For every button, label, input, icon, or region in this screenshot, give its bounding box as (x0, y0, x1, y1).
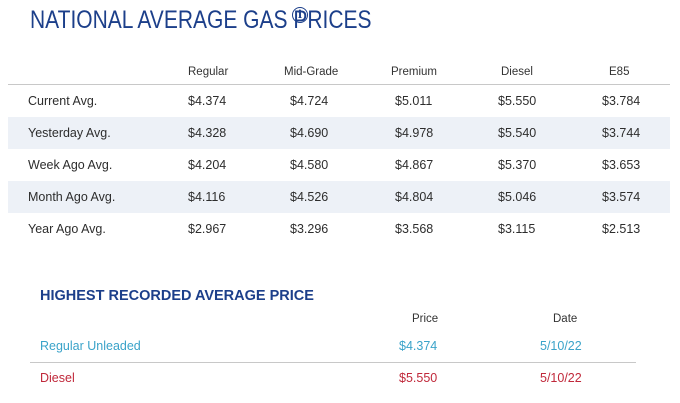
highest-price-title: HIGHEST RECORDED AVERAGE PRICE (40, 288, 314, 304)
info-icon[interactable]: i (292, 7, 308, 23)
price-e85: $3.653 (602, 158, 641, 172)
price-e85: $3.744 (602, 126, 641, 140)
row-label: Current Avg. (28, 94, 98, 108)
price-mid-grade: $3.296 (290, 222, 329, 236)
price-regular: $4.328 (188, 126, 227, 140)
column-header-regular: Regular (188, 66, 229, 78)
price-e85: $3.574 (602, 190, 641, 204)
price-diesel: $5.370 (498, 158, 537, 172)
price-e85: $2.513 (602, 222, 641, 236)
row-label: Year Ago Avg. (28, 222, 106, 236)
row-label: Week Ago Avg. (28, 158, 113, 172)
price-mid-grade: $4.724 (290, 94, 329, 108)
price-mid-grade: $4.526 (290, 190, 329, 204)
table-row: Month Ago Avg. $4.116 $4.526 $4.804 $5.0… (8, 181, 670, 213)
highest-row-regular: Regular Unleaded $4.374 5/10/22 (30, 331, 636, 363)
price-premium: $4.804 (395, 190, 434, 204)
price-regular: $2.967 (188, 222, 227, 236)
price-e85: $3.784 (602, 94, 641, 108)
highest-row-diesel: Diesel $5.550 5/10/22 (30, 363, 636, 394)
price-diesel: $5.550 (498, 94, 537, 108)
price-diesel: $3.115 (498, 222, 536, 236)
column-header-premium: Premium (391, 66, 438, 78)
price-diesel: $5.540 (498, 126, 537, 140)
row-label: Diesel (40, 371, 75, 385)
table-header: Regular Mid-Grade Premium Diesel E85 (8, 62, 670, 85)
column-header-date: Date (553, 313, 578, 325)
price-regular: $4.116 (188, 190, 226, 204)
row-label: Month Ago Avg. (28, 190, 116, 204)
price-premium: $4.978 (395, 126, 434, 140)
price-mid-grade: $4.580 (290, 158, 329, 172)
highest-price: $4.374 (399, 339, 438, 353)
price-premium: $4.867 (395, 158, 434, 172)
highest-date: 5/10/22 (540, 371, 582, 385)
row-label: Yesterday Avg. (28, 126, 111, 140)
price-regular: $4.374 (188, 94, 227, 108)
column-header-e85: E85 (609, 66, 630, 78)
highest-date: 5/10/22 (540, 339, 582, 353)
table-row: Week Ago Avg. $4.204 $4.580 $4.867 $5.37… (8, 149, 670, 181)
table-row: Yesterday Avg. $4.328 $4.690 $4.978 $5.5… (8, 117, 670, 149)
column-header-diesel: Diesel (501, 66, 533, 78)
page-title: NATIONAL AVERAGE GAS PRICES (30, 6, 372, 34)
table-row: Current Avg. $4.374 $4.724 $5.011 $5.550… (8, 85, 670, 117)
column-header-mid-grade: Mid-Grade (284, 66, 339, 78)
price-mid-grade: $4.690 (290, 126, 329, 140)
price-premium: $3.568 (395, 222, 434, 236)
price-regular: $4.204 (188, 158, 227, 172)
row-label: Regular Unleaded (40, 339, 141, 353)
price-diesel: $5.046 (498, 190, 537, 204)
price-premium: $5.011 (395, 94, 433, 108)
highest-price: $5.550 (399, 371, 438, 385)
column-header-price: Price (412, 313, 439, 325)
table-row: Year Ago Avg. $2.967 $3.296 $3.568 $3.11… (8, 213, 670, 245)
